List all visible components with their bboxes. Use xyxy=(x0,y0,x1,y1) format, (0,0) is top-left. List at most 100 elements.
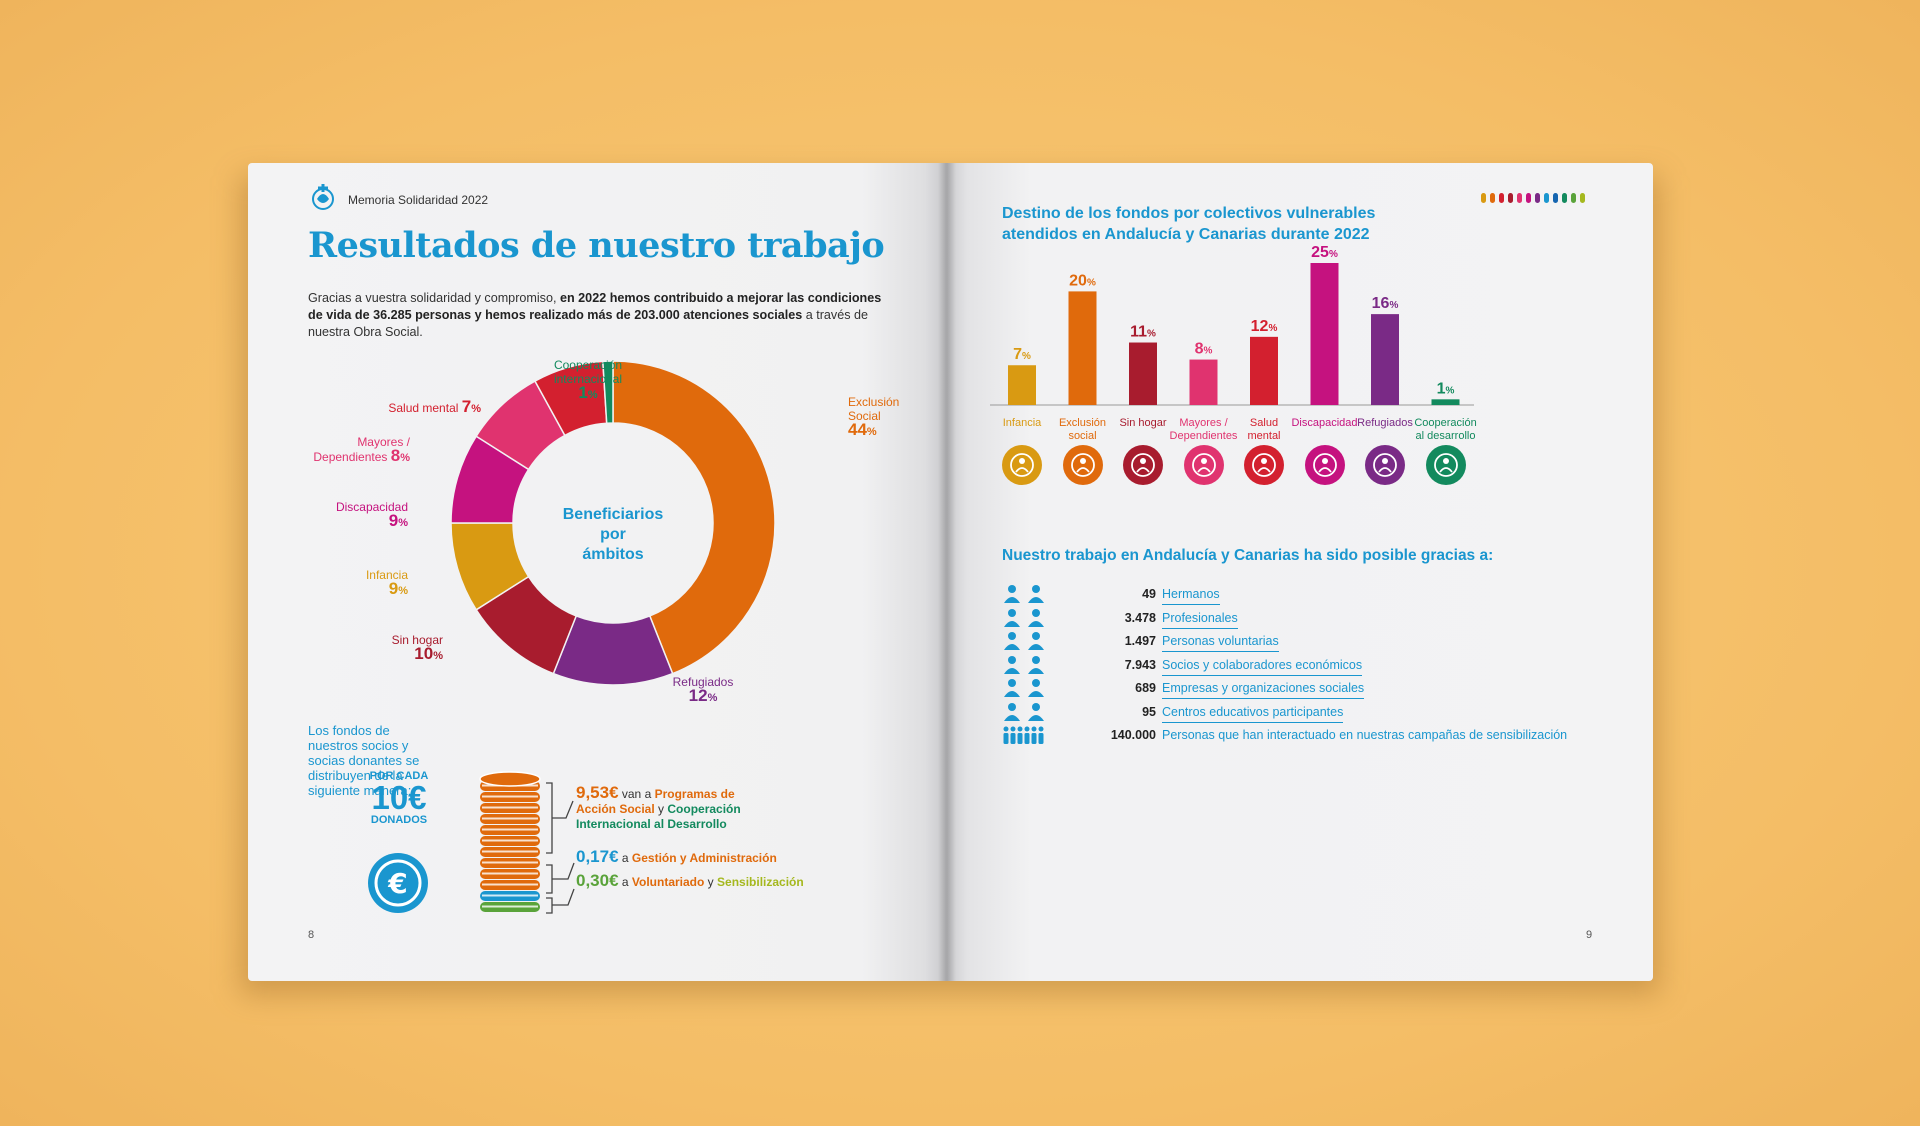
coin-stripe-9 xyxy=(482,883,538,886)
per-donation-label: POR CADA 10€ DONADOS xyxy=(369,770,429,826)
stat-row-4: 689 Empresas y organizaciones sociales xyxy=(1002,677,1602,699)
strip-dot-7 xyxy=(1544,193,1549,203)
strip-dot-0 xyxy=(1481,193,1486,203)
category-label-3: Mayores / Dependientes xyxy=(1169,417,1238,442)
stat-label: Personas voluntarias xyxy=(1162,634,1279,652)
donut-label-0: Exclusión Social 44% xyxy=(848,395,900,439)
coin-stripe-6 xyxy=(482,850,538,853)
category-label-6: Refugiados xyxy=(1357,417,1413,429)
bar-value-label-6: 16% xyxy=(1372,295,1399,312)
stat-label: Hermanos xyxy=(1162,587,1220,605)
category-label-1: Exclusión social xyxy=(1058,417,1107,442)
svg-text:€: € xyxy=(387,867,407,900)
category-label-4: Salud mental xyxy=(1247,417,1281,442)
bar-5 xyxy=(1310,263,1339,405)
color-strip xyxy=(1481,190,1589,203)
strip-dot-2 xyxy=(1499,193,1504,203)
strip-dot-5 xyxy=(1526,193,1531,203)
left-page: Memoria Solidaridad 2022 Resultados de n… xyxy=(248,163,946,981)
head-brain-icon xyxy=(1244,445,1284,485)
right-page: Destino de los fondos por colectivos vul… xyxy=(946,163,1653,981)
stat-value: 49 xyxy=(1142,587,1156,601)
stat-value: 95 xyxy=(1142,704,1156,719)
stat-label: Centros educativos participantes xyxy=(1162,705,1344,723)
funds-distribution-text: Los fondos de nuestros socios y socias d… xyxy=(308,723,420,798)
bar-value-label-7: 1% xyxy=(1437,380,1455,397)
bracket-0 xyxy=(546,782,574,854)
donut-label-1: Refugiados 12% xyxy=(672,675,734,705)
tablet-graduation-icon xyxy=(1002,701,1062,723)
book-spine xyxy=(938,163,956,981)
bar-7 xyxy=(1431,399,1460,405)
category-label-2: Sin hogar xyxy=(1119,417,1167,429)
bar-value-label-0: 7% xyxy=(1013,346,1031,363)
stat-row-6: 140.000 Personas que han interactuado en … xyxy=(1002,724,1602,746)
bracket-1 xyxy=(546,862,575,894)
coin-stripe-5 xyxy=(482,839,538,842)
donut-slice-0 xyxy=(612,360,776,675)
coin-stripe-1 xyxy=(482,795,538,798)
stat-value: 1.497 xyxy=(1124,634,1156,648)
volunteers-icon xyxy=(1002,630,1062,652)
coin-stripe-7 xyxy=(482,861,538,864)
stat-row-3: 7.943 Socios y colaboradores económicos xyxy=(1002,654,1602,676)
fund-split-1: 0,17€ a Gestión y Administración xyxy=(576,847,777,866)
bar-1 xyxy=(1068,291,1097,405)
funds-bar-chart: 7% 20% 11% 8% 12% 25% 16% 1% xyxy=(990,244,1474,406)
bar-value-label-2: 11% xyxy=(1130,324,1156,341)
coin-stripe-3 xyxy=(482,817,538,820)
strip-dot-6 xyxy=(1535,193,1540,203)
strip-dot-3 xyxy=(1508,193,1513,203)
bar-value-label-5: 25% xyxy=(1311,244,1338,261)
globe-cooperation-icon xyxy=(1425,445,1466,485)
chart-title: Destino de los fondos por colectivos vul… xyxy=(1002,205,1376,243)
strip-dot-1 xyxy=(1490,193,1495,203)
coin-stripe-8 xyxy=(482,872,538,875)
heart-plus-icon xyxy=(1062,445,1103,485)
donut-label-7: Cooperación internacional 1% xyxy=(553,358,623,402)
stat-value: 140.000 xyxy=(1110,728,1156,742)
donut-slice-7 xyxy=(602,360,614,424)
bar-2 xyxy=(1129,342,1157,405)
children-icon xyxy=(1002,445,1042,485)
bar-value-label-1: 20% xyxy=(1069,272,1096,289)
donut-label-5: Mayores / Dependientes 8% xyxy=(313,435,410,465)
coin-stripe-10 xyxy=(482,894,538,897)
stat-row-1: 3.478 Profesionales xyxy=(1002,607,1602,629)
euro-coin-icon: € xyxy=(368,853,428,913)
category-label-7: Cooperación al desarrollo xyxy=(1414,417,1477,442)
bar-value-label-4: 12% xyxy=(1251,318,1278,335)
refugee-family-icon xyxy=(1365,445,1405,485)
donut-center-label: Beneficiarios por ámbitos xyxy=(562,506,664,563)
stat-label: Profesionales xyxy=(1162,611,1238,629)
stat-label: Personas que han interactuado en nuestra… xyxy=(1162,728,1568,742)
strip-dot-4 xyxy=(1517,193,1522,203)
page-number-right: 9 xyxy=(1586,929,1593,941)
stat-row-5: 95 Centros educativos participantes xyxy=(1002,701,1602,723)
factory-globe-icon xyxy=(1002,677,1062,699)
coin-stripe-4 xyxy=(482,828,538,831)
bar-value-label-3: 8% xyxy=(1195,341,1213,358)
coin-stack-icon xyxy=(479,771,575,914)
bar-4 xyxy=(1250,336,1278,405)
bracket-2 xyxy=(546,888,575,914)
wheelchair-icon xyxy=(1304,445,1345,485)
elderly-walking-icon xyxy=(1183,445,1224,485)
bar-6 xyxy=(1371,314,1399,405)
stat-row-0: 49 Hermanos xyxy=(1002,583,1602,605)
strip-dot-8 xyxy=(1553,193,1558,203)
bar-0 xyxy=(1008,365,1036,405)
page-title: Resultados de nuestro trabajo xyxy=(308,225,885,266)
coin-top xyxy=(479,771,541,787)
brothers-icon xyxy=(1002,583,1062,605)
category-label-0: Infancia xyxy=(1002,417,1042,429)
crowd-icon xyxy=(1002,724,1062,746)
stat-value: 3.478 xyxy=(1124,610,1156,625)
stat-value: 689 xyxy=(1135,681,1156,695)
donut-label-2: Sin hogar 10% xyxy=(391,633,443,663)
stat-row-2: 1.497 Personas voluntarias xyxy=(1002,630,1602,652)
stat-value: 7.943 xyxy=(1124,657,1156,672)
coin-stripe-2 xyxy=(482,806,538,809)
professionals-icon xyxy=(1002,607,1062,629)
stat-label: Socios y colaboradores económicos xyxy=(1162,658,1363,676)
